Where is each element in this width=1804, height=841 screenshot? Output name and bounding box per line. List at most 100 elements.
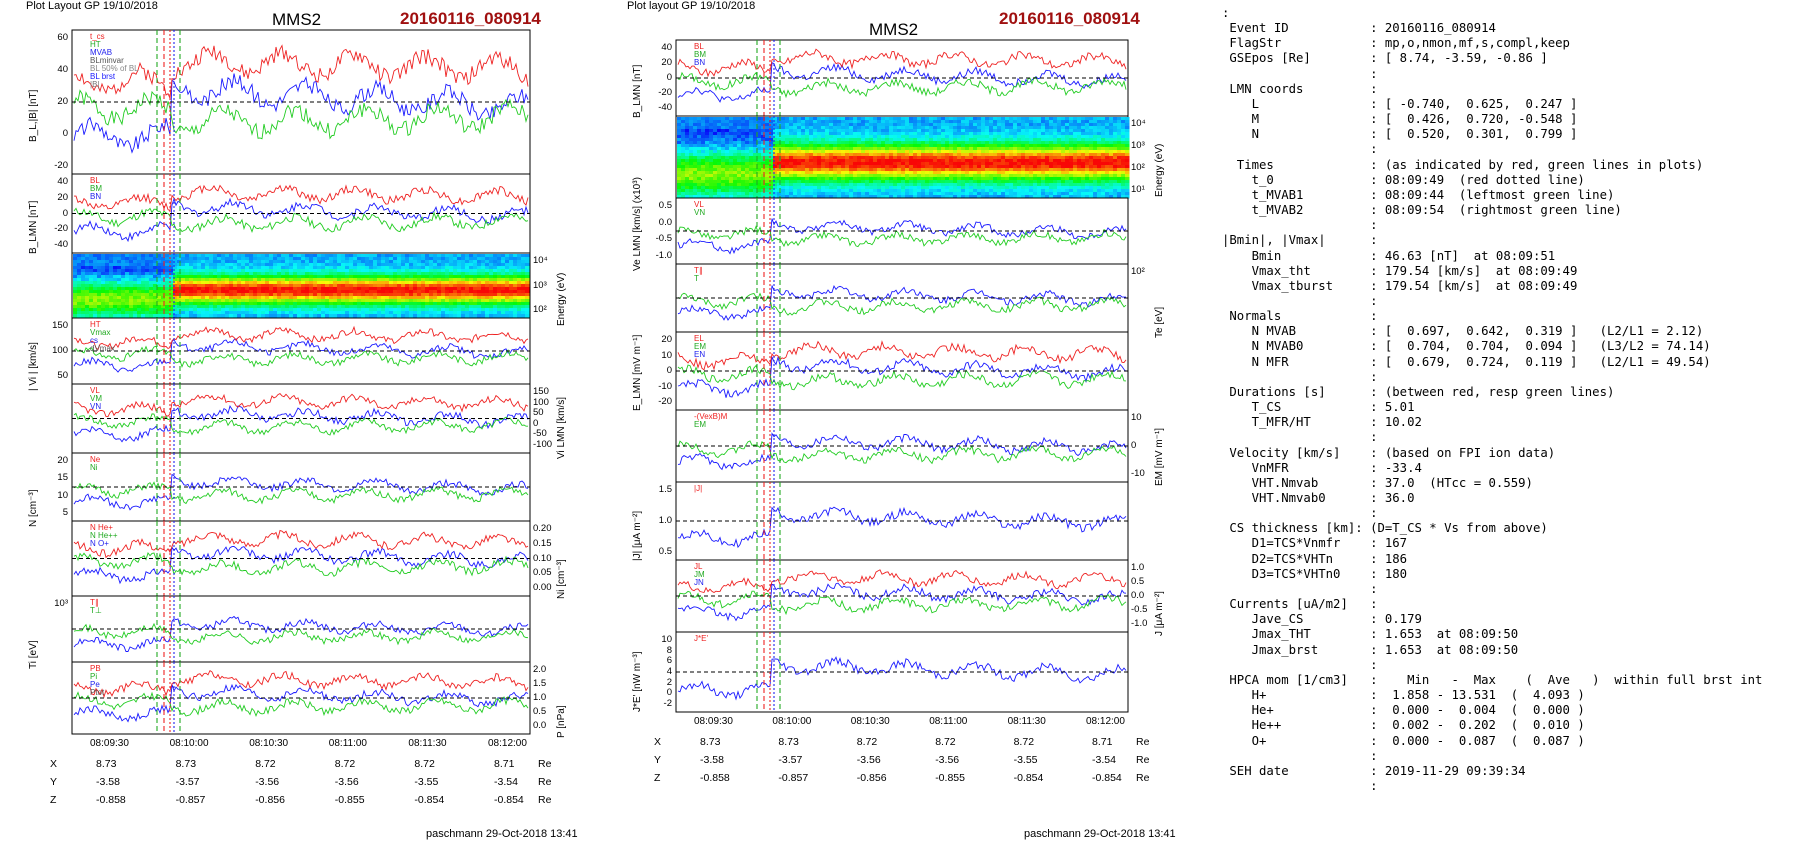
left-header: Plot Layout GP 19/10/2018 [26,0,158,12]
data-series-1 [73,552,529,577]
legend-entry: -(VexB)M [694,412,728,421]
y-tick-label: 0.0 [658,216,672,228]
y-tick-label: -20 [54,223,68,235]
y-tick-label: -40 [658,102,672,113]
legend-entry: Ni [90,463,98,472]
data-series-1 [677,292,1127,316]
legend-entry: VN [694,208,706,217]
legend-entry: J*E' [694,634,708,643]
y-tick-label: 0.5 [658,546,672,557]
y-tick-label: 0 [666,72,672,83]
info-line: |Bmin|, |Vmax| : [1222,233,1378,248]
data-series-0 [677,656,1127,701]
coord-value: -0.856 [856,772,887,784]
y-right-axis-label: Vi LMN [km/s] [556,396,567,459]
y-right-tick-label: -100 [533,439,553,450]
y-right-tick-label: 0.0 [533,720,547,731]
coord-value: -0.855 [334,794,365,806]
y-right-tick-label: 0 [533,417,539,429]
info-line: H+ : 1.858 - 13.531 ( 4.093 ) [1251,688,1585,703]
y-tick-label: 1.5 [658,484,672,495]
info-line: VHT.Nmvab0 : 36.0 [1251,491,1415,505]
energy-spectrogram [73,254,530,318]
coord-value: -3.58 [96,776,120,788]
coord-value: -3.56 [255,776,280,788]
info-line: N MVAB0 : [ 0.704, 0.704, 0.094 ] (L3/L2… [1251,339,1711,354]
middle-header: Plot layout GP 19/10/2018 [627,0,756,12]
data-series-0 [677,582,1127,622]
y-tick-label: -20 [658,87,672,98]
y-tick-label: 20 [57,96,68,107]
data-series-2 [73,669,529,699]
y-right-tick-label: 1.0 [533,692,547,703]
legend-entry: PB [90,664,101,673]
coord-unit: Re [1136,754,1150,766]
info-line: T_CS : 5.01 [1251,400,1415,415]
event-info-panel: : Event ID : 20160116_080914 FlagStr : m… [1222,6,1762,794]
info-line: VHT.Nmvab : 37.0 (HTcc = 0.559) [1251,475,1533,490]
data-series-1 [73,481,529,505]
info-line: CS thickness [km]: (D=T_CS * Vs from abo… [1229,521,1548,536]
data-series-0 [677,355,1127,398]
y-right-axis-label: P [nPa] [556,705,567,738]
coord-unit: Re [1136,772,1150,784]
data-series-2 [73,44,529,100]
info-line: Times : (as indicated by red, green line… [1236,157,1704,172]
data-series-0 [73,473,529,511]
middle-event-id: 20160116_080914 [999,9,1140,28]
coord-value: -3.58 [700,754,724,766]
info-line: Vmax_tburst : 179.54 [km/s] at 08:09:49 [1251,278,1578,293]
y-tick-label: -1.0 [655,250,672,261]
y-right-axis-label: Energy (eV) [1154,143,1165,197]
left-event-id: 20160116_080914 [400,9,541,28]
coord-value: 8.73 [778,736,799,748]
y-tick-label: 4 [666,666,672,677]
legend-entry: EM [694,342,706,351]
info-line: VnMFR : -33.4 [1251,460,1422,475]
coord-value: -0.854 [494,794,524,806]
left-panel-4 [71,383,531,454]
info-line: : [1370,66,1378,81]
y-right-tick-label: 0.00 [533,582,552,593]
left-panel-3 [71,317,531,385]
time-tick-label: 08:10:00 [169,738,209,749]
y-tick-label: 5 [62,507,68,518]
coord-axis-label: Y [654,754,662,766]
info-line: M : [ 0.426, 0.720, -0.548 ] [1251,112,1578,127]
info-line: Event ID : 20160116_080914 [1229,21,1496,36]
left-panel-2 [71,252,531,319]
y-axis-label: N [cm⁻³] [28,489,39,528]
energy-spectrogram [677,117,1130,199]
coord-value: -0.857 [778,772,809,784]
y-right-tick-label: -0.5 [1131,604,1148,615]
data-series-1 [73,89,529,140]
coord-value: 8.71 [1092,736,1113,748]
data-series-1 [73,412,528,436]
coord-value: 8.72 [334,758,356,770]
y-tick-label: 100 [52,345,68,356]
data-series-0 [73,683,529,723]
coord-value: -0.854 [414,794,445,806]
y-right-axis-label: Energy (eV) [556,272,567,326]
y-tick-label: 20 [57,191,68,203]
legend-entry: EN [694,350,706,359]
info-line: Vmax_tht : 179.54 [km/s] at 08:09:49 [1251,263,1578,278]
coord-unit: Re [538,776,552,788]
y-right-tick-label: 0.05 [533,567,552,579]
data-series-1 [677,590,1127,616]
info-line: : [1370,369,1378,384]
info-line: Jmax_THT : 1.653 at 08:09:50 [1251,627,1519,642]
info-line: HPCA mom [1/cm3] : Min - Max ( Ave ) wit… [1229,672,1763,687]
info-line: : [1370,506,1378,521]
info-line: N MVAB : [ 0.697, 0.642, 0.319 ] (L2/L1 … [1251,324,1704,339]
info-line: FlagStr : mp,o,nmon,mf,s,compl,keep [1229,36,1570,51]
y-right-tick-label: -50 [533,428,547,440]
info-line: Currents [uA/m2] : [1229,597,1378,612]
coord-value: -3.57 [175,776,200,788]
time-tick-label: 08:12:00 [1086,716,1125,727]
y-tick-label: 8 [666,644,672,656]
y-right-tick-label: -1.0 [1131,618,1148,629]
y-tick-label: 0.5 [658,200,672,211]
coord-value: -3.56 [334,776,359,788]
